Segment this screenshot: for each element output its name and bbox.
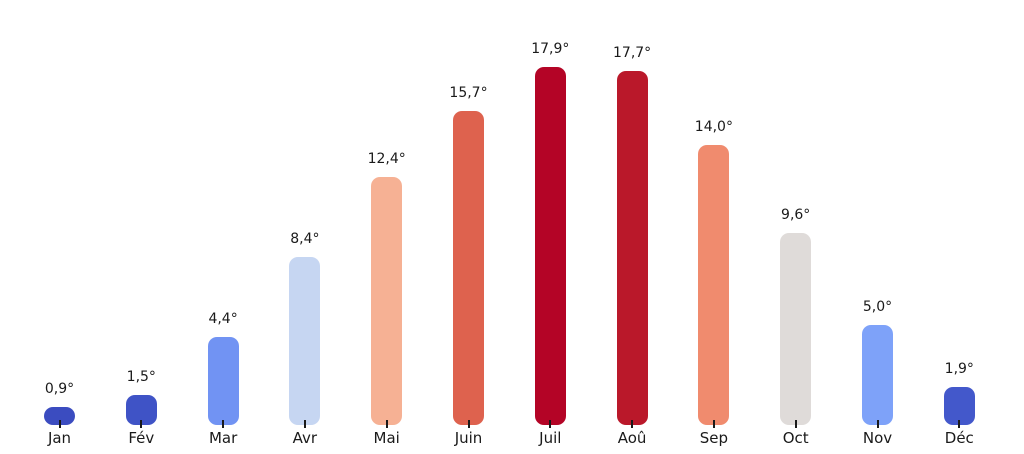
month-label-sep: Sep [699, 429, 729, 447]
month-label-mai: Mai [373, 429, 400, 447]
x-axis-tick-avr [303, 420, 306, 428]
x-axis-tick-aou [631, 420, 634, 428]
value-label-oct: 9,6° [781, 207, 811, 223]
bar-aou [616, 71, 648, 425]
bar-nov [862, 325, 893, 425]
bar-mar [207, 337, 239, 425]
x-axis-tick-juil [549, 420, 552, 428]
x-axis-tick-fev [140, 420, 143, 428]
x-axis-tick-mai [385, 420, 388, 428]
value-label-mai: 12,4° [367, 151, 406, 167]
x-axis-tick-nov [876, 420, 879, 428]
value-label-dec: 1,9° [944, 361, 974, 377]
x-axis-tick-jan [58, 420, 61, 428]
month-label-juin: Juin [454, 429, 483, 447]
month-label-aou: Aoû [617, 429, 647, 447]
value-label-aou: 17,7° [613, 45, 652, 61]
value-label-sep: 14,0° [694, 119, 733, 135]
value-label-juin: 15,7° [449, 85, 488, 101]
x-axis-tick-mar [222, 420, 225, 428]
value-label-avr: 8,4° [290, 231, 320, 247]
bar-sep [698, 145, 730, 425]
value-label-juil: 17,9° [531, 41, 570, 57]
month-label-oct: Oct [782, 429, 809, 447]
bar-juin [453, 111, 484, 425]
value-label-jan: 0,9° [44, 381, 75, 397]
bar-juil [534, 67, 566, 425]
bar-avr [289, 257, 321, 425]
x-axis-tick-juin [467, 420, 470, 428]
month-label-juil: Juil [539, 429, 562, 447]
bar-dec [943, 387, 975, 425]
value-label-fev: 1,5° [126, 369, 156, 385]
value-label-nov: 5,0° [862, 299, 893, 315]
bar-oct [780, 233, 812, 425]
x-axis-tick-dec [958, 420, 961, 428]
month-label-jan: Jan [47, 429, 72, 447]
month-label-dec: Déc [944, 429, 974, 447]
x-axis-tick-sep [712, 420, 715, 428]
value-label-mar: 4,4° [208, 311, 238, 327]
month-label-fev: Fév [128, 429, 155, 447]
month-label-nov: Nov [862, 429, 893, 447]
month-label-avr: Avr [292, 429, 318, 447]
bar-mai [371, 177, 403, 425]
month-label-mar: Mar [208, 429, 238, 447]
bar-jan [44, 407, 75, 425]
x-axis-tick-oct [794, 420, 797, 428]
